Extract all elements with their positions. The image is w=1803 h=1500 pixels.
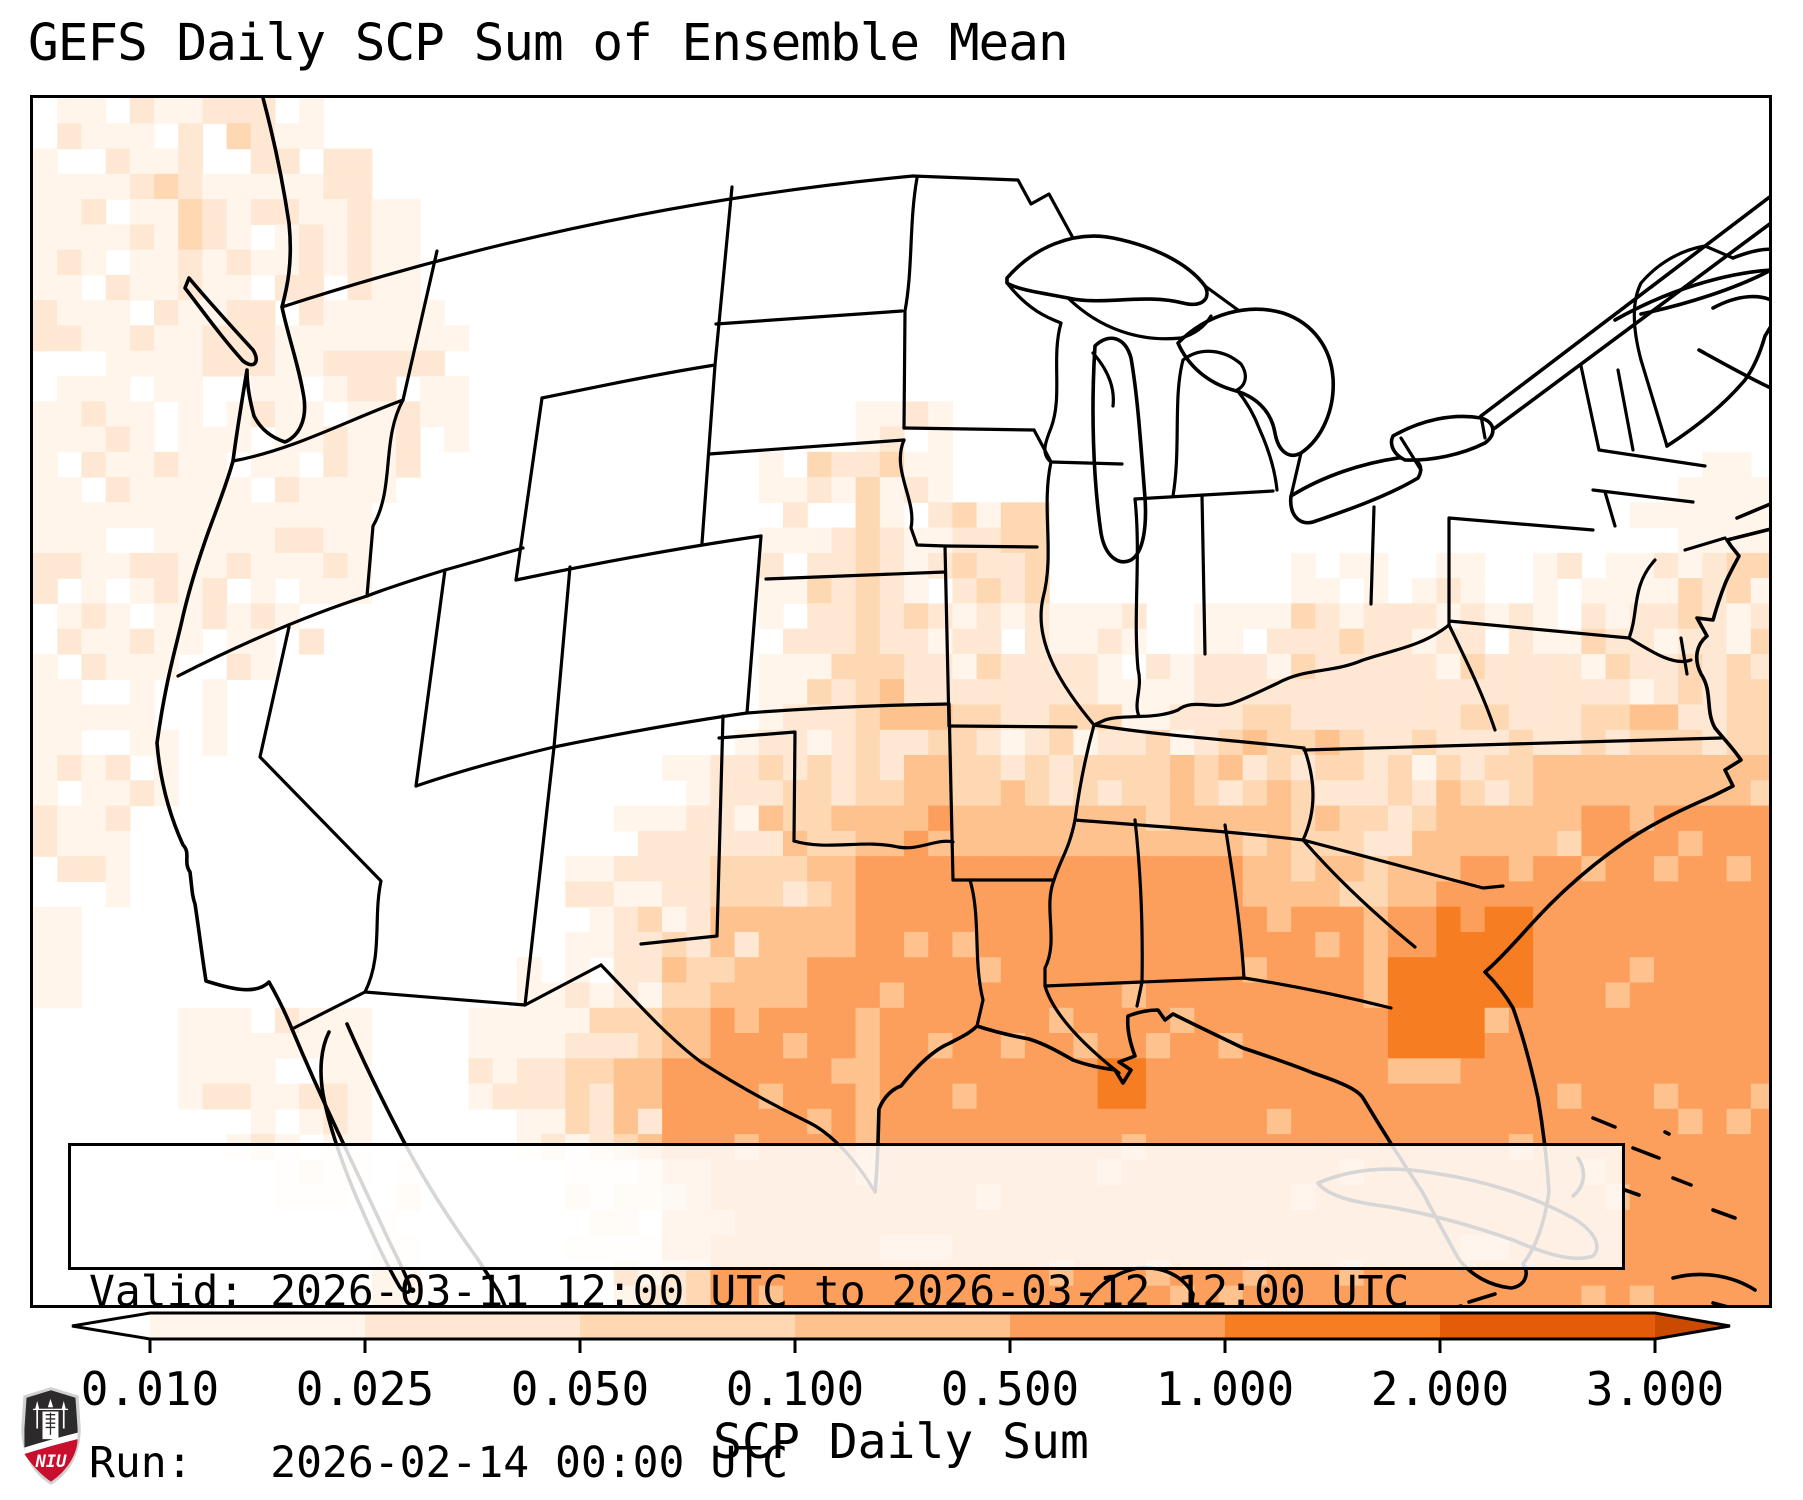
lake-michigan — [1091, 336, 1148, 564]
pa-borders — [1447, 516, 1657, 640]
la-ms-border — [1043, 980, 1144, 988]
il-in-border — [1133, 497, 1142, 718]
ok-panhandle — [717, 730, 797, 843]
ohio-river — [1092, 623, 1451, 727]
colorbar: 0.010 0.025 0.050 0.100 0.500 1.000 2.000 3.000… — [71, 1311, 1731, 1470]
niu-logo-text: NIU — [35, 1452, 67, 1472]
niu-logo: NIU — [21, 1387, 81, 1485]
border-paths — [176, 174, 1735, 1194]
ks-ne-border — [764, 570, 947, 581]
parallel-42n — [176, 546, 525, 678]
potomac-md-de — [1627, 636, 1693, 676]
parallel-45n — [540, 363, 717, 400]
basemap-outlines — [155, 98, 1769, 1305]
coastline-paths — [155, 98, 1769, 1305]
mi-south-border — [1133, 489, 1275, 501]
parallel-37n — [414, 702, 951, 788]
vancouver-island — [183, 276, 258, 367]
svg-text:3.000: 3.000 — [1586, 1362, 1724, 1416]
svg-text:0.025: 0.025 — [296, 1362, 434, 1416]
ca-nv-border — [258, 625, 383, 994]
nd-sd-border — [714, 309, 904, 326]
nm-tx-border — [639, 714, 725, 946]
wi-il-border — [1049, 460, 1124, 466]
wa-id-border — [401, 249, 439, 402]
svg-text:0.050: 0.050 — [511, 1362, 649, 1416]
mississippi-river — [1032, 428, 1121, 1075]
mo-river-borders — [898, 438, 951, 728]
niu-shield-band — [24, 1432, 78, 1454]
scp-heatmap-cells — [33, 98, 1769, 1305]
great-lakes — [1005, 234, 1495, 564]
al-ga-border — [1223, 823, 1246, 980]
ia-mn-border — [902, 426, 1036, 432]
svg-text:2.000: 2.000 — [1371, 1362, 1509, 1416]
oh-pa-border — [1369, 505, 1376, 606]
hispaniola-partial — [1671, 1272, 1757, 1305]
va-nc-border — [1302, 736, 1723, 752]
wy-west-border — [514, 396, 544, 582]
svg-text:1.000: 1.000 — [1156, 1362, 1294, 1416]
colorbar-axis-label: SCP Daily Sum — [713, 1414, 1089, 1470]
ms-al-border — [1133, 818, 1144, 1008]
maine-coast — [1665, 325, 1769, 448]
st-lawrence — [1479, 195, 1769, 430]
tx-la-border — [968, 878, 985, 1028]
mo-ar-border — [947, 724, 1078, 729]
niu-shield-red — [24, 1439, 78, 1482]
long-island — [1725, 527, 1769, 542]
ia-mo-border — [943, 544, 1039, 549]
wi-west-border — [1005, 281, 1063, 464]
nova-scotia — [1697, 247, 1769, 390]
ok-ar-west-border — [947, 702, 955, 882]
svg-text:0.010: 0.010 — [81, 1362, 219, 1416]
lake-huron — [1176, 307, 1335, 458]
ga-sc-border — [1301, 838, 1417, 949]
colorbar-tick-labels: 0.010 0.025 0.050 0.100 0.500 1.000 2.000 3.000 — [81, 1362, 1724, 1416]
mt-east-border — [700, 185, 734, 545]
nc-sc-border — [1301, 838, 1505, 890]
page-title: GEFS Daily SCP Sum of Ensemble Mean — [28, 14, 1069, 73]
red-river-border — [792, 839, 955, 850]
mi-mitten — [1171, 349, 1279, 498]
lake-superior — [1005, 234, 1209, 306]
canada-border — [280, 174, 1487, 498]
svg-text:0.500: 0.500 — [941, 1362, 1079, 1416]
tn-nc-border — [1301, 746, 1315, 842]
colorbar-ticks — [148, 1339, 1657, 1353]
nv-ut-border — [414, 568, 447, 788]
valid-line: Valid: 2026-03-11 12:00 UTC to 2026-03-1… — [89, 1267, 1410, 1317]
tn-south-border — [1073, 818, 1305, 842]
mi-upper-peninsula — [1066, 296, 1213, 408]
sd-ne-border — [707, 438, 906, 456]
florida-keys — [1457, 1292, 1497, 1305]
wa-or-border — [231, 398, 405, 463]
co-ks-border — [745, 534, 763, 715]
parallel-41n — [514, 534, 763, 582]
svg-text:0.100: 0.100 — [726, 1362, 864, 1416]
valid-run-annotation-box: Valid: 2026-03-11 12:00 UTC to 2026-03-1… — [68, 1143, 1625, 1488]
mexico-border — [290, 963, 603, 1031]
in-oh-border — [1200, 493, 1207, 656]
wv-va-border — [1447, 623, 1497, 732]
colorbar-segments — [72, 1313, 1730, 1339]
run-line: Run: 2026-02-14 00:00 UTC — [89, 1438, 788, 1488]
northeast-state-borders — [1579, 358, 1727, 552]
maine-west-north-border — [1632, 244, 1735, 362]
or-id-border — [365, 398, 405, 598]
fl-ga-border — [1140, 976, 1393, 1010]
lake-erie — [1288, 455, 1423, 525]
ky-tn-border — [1092, 723, 1306, 750]
new-england-coast — [1735, 502, 1769, 520]
chesapeake-delaware-coast — [1694, 538, 1741, 730]
niu-castle-icon — [32, 1398, 68, 1440]
pacific-coast — [155, 98, 307, 1031]
ut-co-az-nm-border — [523, 565, 572, 1007]
map-panel — [30, 95, 1772, 1308]
lake-ontario — [1389, 414, 1495, 462]
mn-west-border — [902, 176, 919, 430]
gulf-coast — [873, 1008, 1315, 1194]
gaspe-peninsula — [1613, 268, 1769, 322]
